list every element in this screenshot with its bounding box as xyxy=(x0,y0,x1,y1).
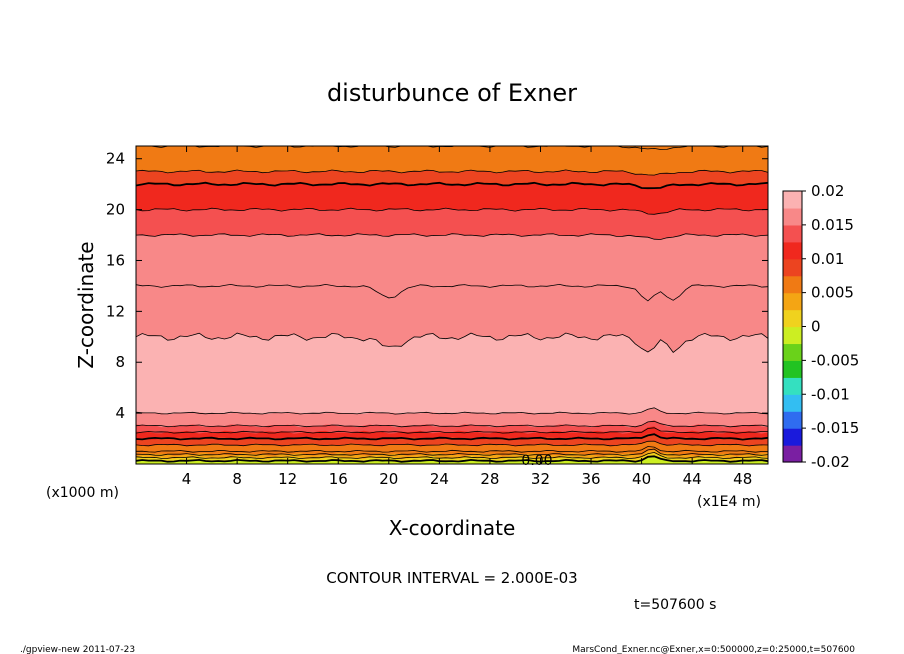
colorbar-swatch xyxy=(783,343,802,361)
max-patch xyxy=(568,372,577,388)
colorbar-tick-label: -0.02 xyxy=(811,453,850,471)
x-axis-ticks: 4 8 12 16 20 24 28 32 36 40 44 48 xyxy=(182,146,752,488)
colorbar-tick-label: 0.005 xyxy=(811,284,854,302)
max-patch xyxy=(264,372,273,388)
x-tick-label: 20 xyxy=(379,470,398,488)
max-patch xyxy=(288,372,300,388)
x-tick-label: 8 xyxy=(232,470,242,488)
colorbar-swatch xyxy=(783,292,802,311)
x-axis-label: X-coordinate xyxy=(389,516,516,540)
x-tick-label: 40 xyxy=(632,470,651,488)
contour-line xyxy=(136,233,768,240)
contour-line xyxy=(136,407,768,415)
y-tick-label: 4 xyxy=(115,404,125,422)
filled-contour-bands xyxy=(136,146,768,464)
max-patch xyxy=(726,372,735,388)
colorbar-swatch xyxy=(783,394,802,412)
x-tick-label: 4 xyxy=(182,470,192,488)
y-tick-label: 12 xyxy=(106,302,125,320)
colorbar-tick-label: -0.005 xyxy=(811,351,859,369)
chart-title: disturbunce of Exner xyxy=(327,79,577,107)
x-tick-label: 24 xyxy=(430,470,449,488)
contour-lines xyxy=(136,146,768,463)
time-label: t=507600 s xyxy=(634,597,716,613)
x-tick-label: 12 xyxy=(278,470,297,488)
x-tick-label: 16 xyxy=(329,470,348,488)
colorbar-swatch xyxy=(783,360,802,378)
x-tick-label: 44 xyxy=(683,470,702,488)
colorbar-swatch xyxy=(783,224,802,243)
colorbar-tick-label: -0.015 xyxy=(811,419,859,437)
colorbar-swatch xyxy=(783,326,802,345)
contour-line xyxy=(136,451,768,460)
colorbar-swatch xyxy=(783,445,802,463)
y-tick-label: 8 xyxy=(115,353,125,371)
contour-line xyxy=(136,433,768,441)
band-upper xyxy=(136,146,768,176)
max-patch xyxy=(635,372,648,388)
colorbar-swatch xyxy=(783,309,802,328)
colorbar-swatch xyxy=(783,377,802,395)
contour-line xyxy=(136,332,768,353)
colorbar-swatch xyxy=(783,191,802,209)
x-tick-label: 32 xyxy=(531,470,550,488)
contour-line xyxy=(136,448,768,456)
max-patch xyxy=(334,372,343,388)
colorbar-swatch xyxy=(783,428,802,446)
colorbar-tick-label: -0.01 xyxy=(811,385,850,403)
band-lower xyxy=(136,455,768,464)
colorbar-tick-label: 0 xyxy=(811,318,821,336)
y-axis-unit: (x1000 m) xyxy=(46,485,119,501)
contour-line xyxy=(136,283,768,302)
y-tick-label: 20 xyxy=(106,201,125,219)
max-patch xyxy=(490,372,503,388)
y-tick-label: 24 xyxy=(106,150,125,168)
contour-line xyxy=(136,169,768,176)
x-tick-label: 36 xyxy=(581,470,600,488)
max-patch xyxy=(536,372,545,388)
colorbar-swatch xyxy=(783,207,802,226)
contour-interval-note: CONTOUR INTERVAL = 2.000E-03 xyxy=(326,569,577,587)
colorbar-swatch xyxy=(783,275,802,294)
x-axis-unit: (x1E4 m) xyxy=(697,494,761,510)
colorbar-labels: 0.02 0.015 0.01 0.005 0 -0.005 -0.01 -0.015 -0.0… xyxy=(802,182,859,471)
plot-frame xyxy=(135,145,769,465)
colorbar-tick-label: 0.01 xyxy=(811,250,844,268)
contour-line xyxy=(136,427,768,434)
y-axis-ticks: 4 8 12 16 20 24 xyxy=(106,150,768,422)
max-patch xyxy=(460,372,469,388)
contour-line xyxy=(136,181,768,190)
contour-line xyxy=(136,455,768,463)
max-patch xyxy=(199,372,212,388)
y-axis-label: Z-coordinate xyxy=(74,241,98,368)
contour-line xyxy=(136,446,768,453)
contour-line xyxy=(136,440,768,447)
x-tick-label: 48 xyxy=(733,470,752,488)
footer-left: ./gpview-new 2011-07-23 xyxy=(20,645,135,654)
colorbar xyxy=(783,191,802,463)
max-patch xyxy=(309,372,317,388)
footer-right: MarsCond_Exner.nc@Exner,x=0:500000,z=0:2… xyxy=(572,645,855,654)
contour-zero-label: 0.00 xyxy=(521,453,552,469)
x-tick-label: 28 xyxy=(480,470,499,488)
max-patch xyxy=(245,372,254,388)
maximum-value-patches xyxy=(199,372,735,388)
colorbar-swatch xyxy=(783,411,802,429)
contour-line xyxy=(136,420,768,428)
y-tick-label: 16 xyxy=(106,251,125,269)
colorbar-tick-label: 0.02 xyxy=(811,182,844,200)
max-patch xyxy=(429,372,437,388)
colorbar-tick-label: 0.015 xyxy=(811,216,854,234)
max-patch xyxy=(370,372,383,388)
colorbar-swatch xyxy=(783,241,802,260)
contour-line xyxy=(136,207,768,215)
colorbar-swatch xyxy=(783,258,802,277)
